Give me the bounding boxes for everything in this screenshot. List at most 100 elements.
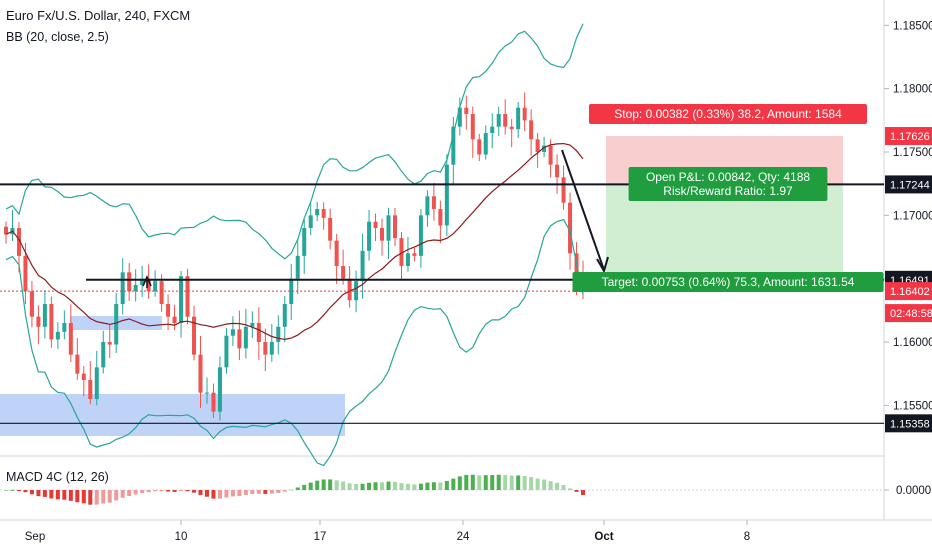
macd-bar (509, 475, 514, 490)
candle-body (217, 367, 222, 412)
candle-body (425, 196, 430, 216)
macd-bar (295, 487, 300, 490)
candle-body (412, 253, 417, 256)
macd-bar (438, 482, 443, 490)
macd-bar (120, 490, 125, 498)
macd-bar (256, 490, 261, 494)
candle-body (282, 304, 287, 327)
macd-bar (580, 490, 586, 495)
candle-body (276, 326, 281, 342)
candle-body (561, 177, 566, 203)
pnl-label-box[interactable] (628, 167, 828, 201)
macd-bar (451, 478, 456, 490)
candle-body (159, 281, 164, 304)
candle-body (503, 114, 508, 127)
candle-body (88, 380, 93, 399)
macd-bar (483, 475, 488, 490)
candle-body (146, 278, 151, 292)
candle-body (107, 342, 112, 345)
time-tick-label: 10 (175, 531, 188, 543)
macd-bar (179, 490, 184, 491)
trade-arrow-head (596, 256, 609, 274)
candle-body (179, 276, 184, 323)
macd-bar (146, 490, 151, 493)
candle-body (341, 266, 346, 279)
macd-bar (399, 483, 404, 490)
macd-bar (334, 480, 339, 490)
candle-body (548, 145, 553, 165)
stop-label-box[interactable] (589, 104, 867, 124)
candle-body (431, 196, 436, 209)
bb-legend[interactable]: BB (20, close, 2.5) (6, 30, 109, 44)
stop-label-text: Stop: 0.00382 (0.33%) 38.2, Amount: 1584 (614, 107, 842, 121)
candle-body (516, 107, 521, 130)
macd-bar (561, 485, 566, 490)
macd-bar (81, 490, 86, 504)
macd-bar (464, 474, 469, 490)
candle-body (522, 107, 527, 121)
candle-body (127, 272, 132, 292)
macd-bar (62, 490, 67, 500)
pnl-label-text: Risk/Reward Ratio: 1.97 (663, 184, 793, 198)
candle-body (3, 226, 9, 235)
macd-bar (328, 479, 333, 490)
macd-bar (470, 474, 475, 490)
macd-bar (153, 490, 158, 492)
macd-bar (477, 475, 482, 490)
trade-arrow[interactable] (561, 149, 605, 271)
macd-bar (457, 476, 462, 490)
macd-bar (23, 490, 28, 493)
candle-body (470, 114, 475, 140)
price-label-text: 1.15358 (890, 418, 930, 430)
macd-bar (230, 490, 235, 497)
candle-body (120, 272, 125, 304)
macd-bar (127, 490, 132, 497)
macd-bar (166, 490, 171, 492)
macd-bar (172, 490, 177, 492)
candle-body (373, 221, 378, 228)
candle-body (367, 221, 372, 251)
macd-bar (529, 477, 534, 490)
candle-body (295, 255, 300, 279)
candle-body (81, 373, 86, 380)
candle-body (140, 278, 145, 285)
small-arrow[interactable] (142, 275, 152, 288)
candle-body (289, 278, 294, 304)
price-label-text: 1.16402 (890, 286, 930, 298)
candle-body (328, 217, 333, 241)
macd-legend[interactable]: MACD 4C (12, 26) (6, 470, 109, 484)
target-label-box[interactable] (572, 272, 884, 292)
macd-bar (263, 490, 268, 494)
candle-body (94, 367, 99, 399)
macd-bar (341, 481, 346, 490)
candle-body (490, 126, 495, 133)
candle-body (42, 304, 47, 327)
price-tick-label: 1.16000 (893, 337, 932, 349)
pnl-label-text: Open P&L: 0.00842, Qty: 4188 (646, 170, 810, 184)
macd-bar (75, 490, 80, 503)
macd-bar (412, 484, 417, 490)
macd-bar (367, 482, 372, 490)
candle-body (457, 107, 462, 127)
macd-bar (101, 490, 106, 504)
candle-body (386, 215, 391, 241)
macd-bar (431, 482, 436, 490)
candle-body (230, 329, 235, 336)
candle-body (237, 329, 242, 349)
macd-bar (185, 490, 190, 492)
candle-body (36, 316, 41, 327)
candle-body (153, 281, 158, 292)
candle-body (75, 354, 80, 374)
target-label-text: Target: 0.00753 (0.64%) 75.3, Amount: 16… (602, 275, 855, 289)
macd-bar (568, 488, 573, 490)
candle-body (360, 250, 365, 282)
time-tick-label: 24 (457, 531, 470, 543)
candle-body (55, 331, 60, 340)
macd-bar (250, 490, 255, 494)
macd-bar (16, 490, 21, 491)
candle-body (250, 323, 255, 327)
macd-bar (386, 481, 391, 490)
macd-bar (347, 483, 352, 490)
candle-body (243, 326, 248, 349)
